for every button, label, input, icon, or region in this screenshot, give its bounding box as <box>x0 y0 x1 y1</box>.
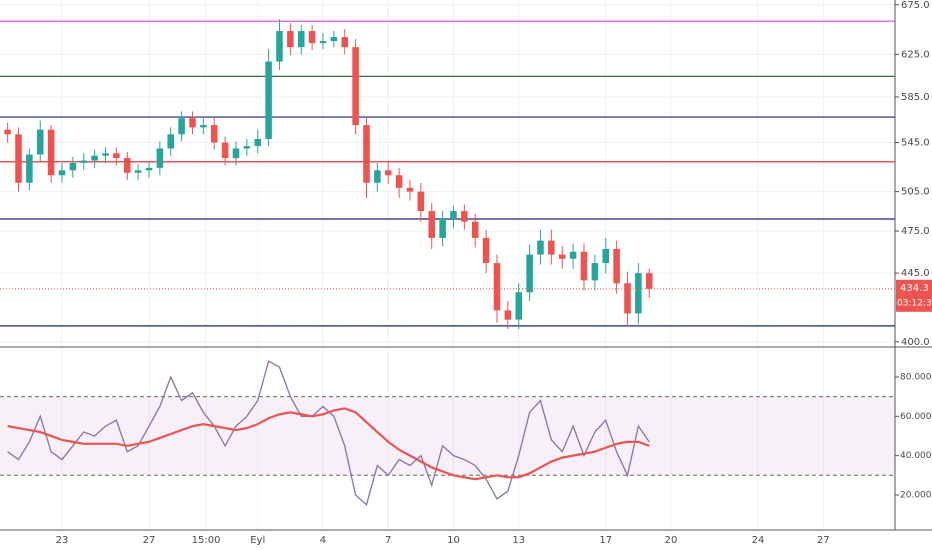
candle-body <box>287 31 294 48</box>
candle-body <box>178 118 185 135</box>
candle-body <box>221 142 229 159</box>
candle-body <box>189 118 196 128</box>
candle-body <box>635 273 642 314</box>
candle-body <box>471 221 479 238</box>
y-tick-label: 400.0 <box>901 337 930 348</box>
candle-body <box>80 160 87 163</box>
candle-body <box>482 237 490 264</box>
candle-body <box>26 154 33 183</box>
x-tick-label: 10 <box>447 535 460 546</box>
candle-body <box>569 251 577 259</box>
candle-body <box>624 283 631 314</box>
candle-body <box>243 146 251 149</box>
candle-body <box>167 134 174 149</box>
candle-body <box>69 162 77 171</box>
y-tick-label: 675.0 <box>901 0 930 11</box>
candle-body <box>384 170 392 176</box>
candle-body <box>580 251 588 281</box>
x-tick-label: 20 <box>665 535 678 546</box>
candle-body <box>428 211 435 238</box>
candle-body <box>319 41 327 44</box>
x-tick-label: 13 <box>512 535 525 546</box>
x-tick-label: 17 <box>599 535 612 546</box>
candle-body <box>439 218 446 238</box>
candle-body <box>352 47 359 126</box>
candle-body <box>156 148 164 168</box>
x-tick-label: 27 <box>817 535 830 546</box>
y-tick-label: 60.0000 <box>900 412 932 422</box>
y-tick-label: 445.0 <box>901 268 930 279</box>
y-tick-label: 585.0 <box>901 92 930 103</box>
x-tick-label: Eyl <box>250 535 265 546</box>
candle-body <box>113 153 120 159</box>
x-tick-label: 4 <box>320 535 326 546</box>
candle-body <box>526 254 533 293</box>
candle-body <box>200 125 207 128</box>
candle-body <box>276 31 283 62</box>
x-tick-label: 23 <box>56 535 69 546</box>
y-tick-label: 505.0 <box>901 187 930 198</box>
candle-body <box>145 167 153 171</box>
candle-body <box>374 170 381 183</box>
candle-body <box>330 37 338 42</box>
candle-body <box>395 175 403 188</box>
candle-body <box>36 129 44 155</box>
candle-body <box>515 292 522 320</box>
x-tick-label: 15:00 <box>192 535 221 546</box>
candle-body <box>15 134 22 183</box>
candle-body <box>134 170 142 173</box>
candle-body <box>461 211 468 222</box>
candle-body <box>4 129 11 135</box>
candle-body <box>548 240 555 255</box>
candle-body <box>265 61 272 140</box>
candle-body <box>613 248 620 284</box>
candle-body <box>47 129 55 176</box>
y-tick-label: 40.0000 <box>900 451 932 461</box>
candle-body <box>493 263 501 311</box>
y-tick-label: 625.0 <box>901 49 930 60</box>
candle-body <box>123 158 131 173</box>
y-tick-label: 545.0 <box>901 138 930 149</box>
x-tick-label: 24 <box>752 535 765 546</box>
candle-body <box>232 148 240 159</box>
x-tick-label: 7 <box>385 535 391 546</box>
candle-body <box>504 310 512 320</box>
y-tick-label: 475.0 <box>901 226 930 237</box>
countdown-label: 03:12:32 <box>897 298 932 308</box>
candle-body <box>102 153 109 156</box>
candle-body <box>210 125 218 143</box>
candle-body <box>406 187 414 192</box>
rsi-line <box>7 407 650 481</box>
last-price-box <box>896 279 932 312</box>
candle-body <box>591 263 599 281</box>
last-price-label: 434.3 <box>900 283 929 294</box>
candle-body <box>297 31 305 48</box>
candle-body <box>58 170 66 176</box>
x-tick-label: 27 <box>143 535 156 546</box>
y-tick-label: 20.0000 <box>900 490 932 500</box>
candle-body <box>537 240 544 255</box>
candle-body <box>602 248 609 264</box>
candle-body <box>363 125 370 183</box>
candle-body <box>558 254 566 259</box>
candle-body <box>308 31 316 44</box>
candle-body <box>254 139 261 147</box>
y-tick-label: 80.0000 <box>900 372 932 382</box>
candle-body <box>91 155 98 161</box>
candle-body <box>645 273 653 289</box>
candle-body <box>417 191 425 212</box>
candle-body <box>341 37 348 48</box>
rsi-band <box>0 396 895 476</box>
candle-body <box>450 211 457 219</box>
